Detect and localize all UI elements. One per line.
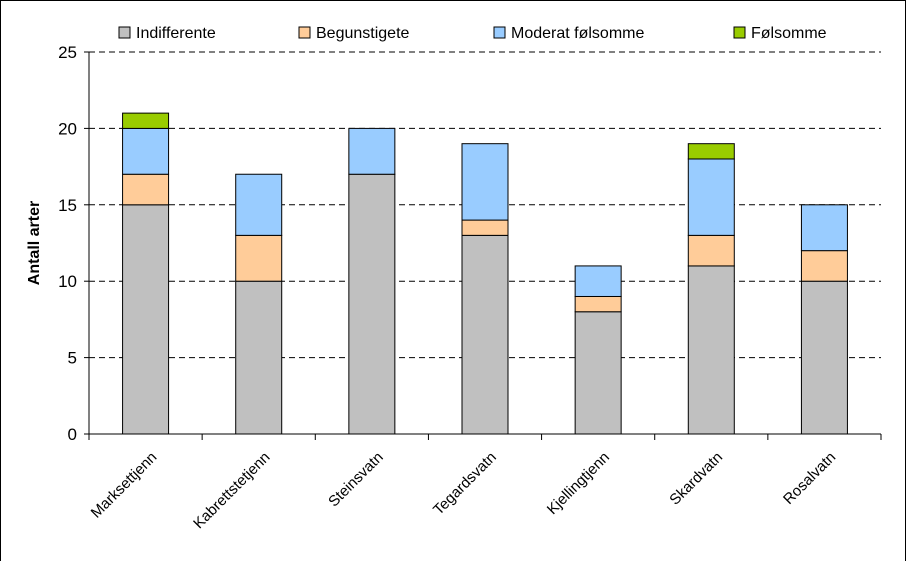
bar-segment [461,219,509,236]
bar-segment [122,204,170,435]
bar-segment [122,127,170,175]
axes [84,51,882,440]
legend-label: Begunstigete [316,25,410,42]
bar-segment [348,173,396,435]
legend-label: Indifferente [136,25,216,42]
x-category-labels: Marksettjenn Kabrettstetjenn Steinsvatn Teg… [88,449,840,532]
bar-segment [800,280,848,435]
y-tick-label: 0 [68,425,77,444]
x-category-label: Steinsvatn [325,449,387,511]
bar-segment [461,234,509,435]
bar-segment [574,265,622,297]
y-axis-title: Antall arter [26,201,43,285]
bar-segment [235,173,283,236]
bar-segment [800,250,848,282]
x-category-label: Kjellingtjenn [544,449,613,518]
y-tick-label: 15 [58,196,77,215]
y-tick-label: 10 [58,272,77,291]
bar-segment [687,234,735,267]
bar-segment [800,204,848,252]
legend-swatch [118,26,131,39]
bars [122,112,848,435]
legend-label: Følsomme [751,25,827,42]
bar-segment [348,127,396,175]
y-tick-label: 25 [58,43,77,62]
legend-swatch [733,26,746,39]
x-category-label: Kabrettstetjenn [190,449,273,532]
x-category-label: Marksettjenn [88,449,161,522]
bar-segment [687,158,735,236]
bar-segment [122,173,170,206]
legend-label: Moderat følsomme [511,25,644,42]
bar-segment [687,143,735,160]
x-category-label: Tegardsvatn [430,449,500,519]
bar-segment [687,265,735,435]
bar-segment [461,143,509,221]
bar-segment [574,295,622,313]
legend: Indifferente Begunstigete Moderat følsomme… [118,25,827,42]
x-category-label: Skardvatn [666,449,726,509]
y-tick-labels: 0 5 10 15 20 25 [58,43,77,444]
bar-segment [574,311,622,435]
x-category-label: Rosalvatn [780,449,839,508]
y-tick-label: 20 [58,119,77,138]
legend-swatch [298,26,311,39]
y-tick-label: 5 [68,349,77,368]
bar-segment [235,280,283,435]
bar-segment [122,112,170,129]
bar-segment [235,234,283,282]
legend-swatch [493,26,506,39]
